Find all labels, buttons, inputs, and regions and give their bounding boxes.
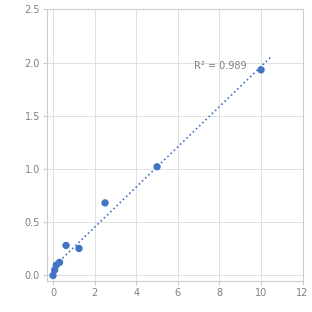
Point — [154, 164, 159, 169]
Point — [76, 246, 81, 251]
Point — [64, 243, 69, 248]
Point — [54, 263, 59, 268]
Text: R² = 0.989: R² = 0.989 — [194, 61, 247, 71]
Point — [51, 273, 56, 278]
Point — [103, 200, 108, 205]
Point — [52, 267, 57, 272]
Point — [57, 260, 62, 265]
Point — [259, 67, 264, 72]
